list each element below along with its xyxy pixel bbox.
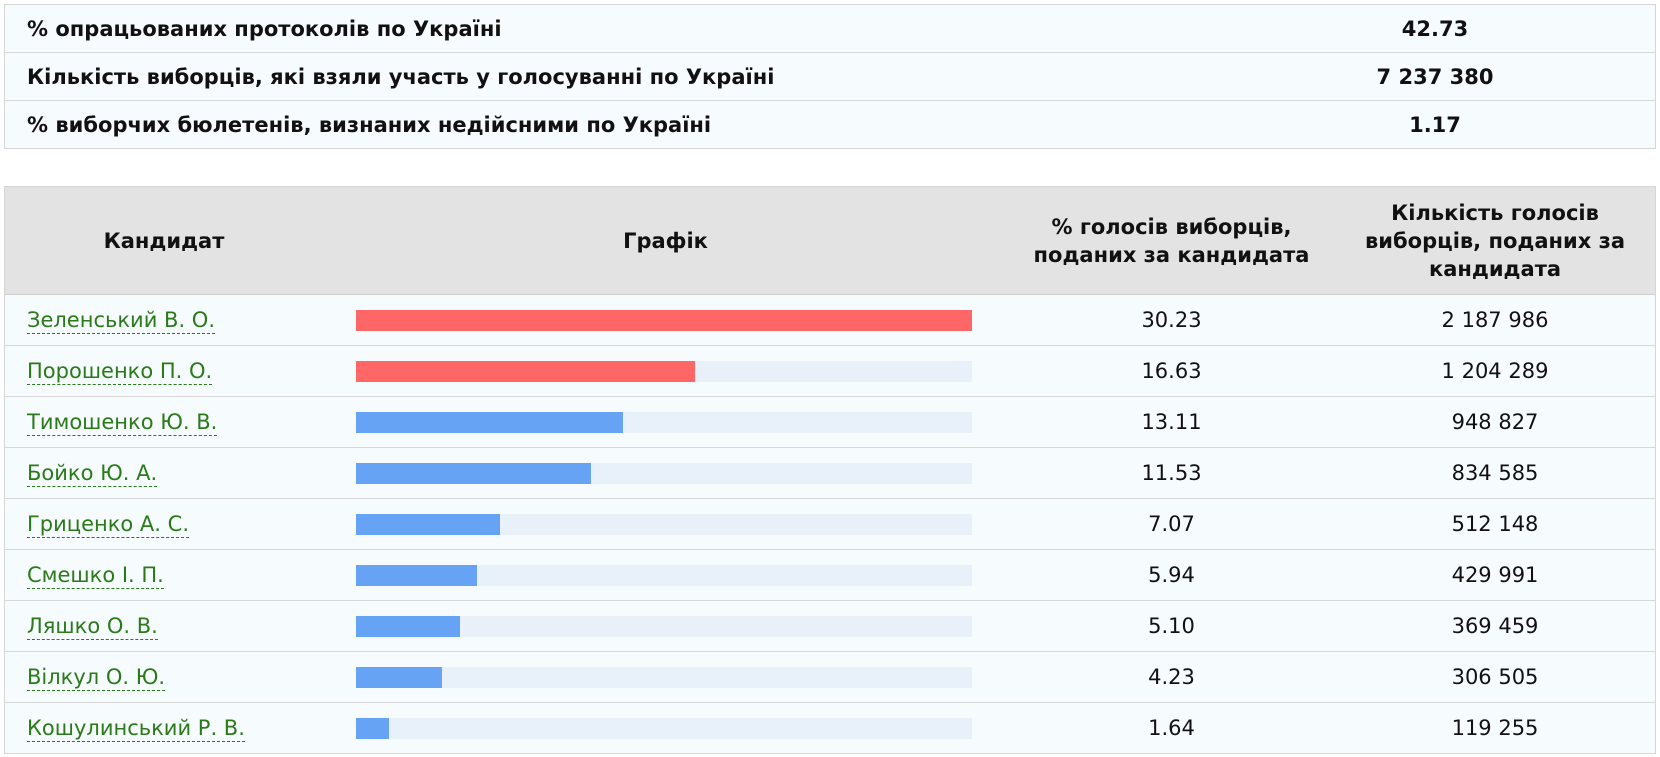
summary-label: % опрацьованих протоколів по Україні	[27, 16, 502, 41]
table-body: Зеленський В. О. 30.23 2 187 986 Порошенко …	[5, 295, 1655, 754]
candidate-link[interactable]: Смешко І. П.	[27, 563, 164, 589]
percent-cell: 13.11	[1141, 410, 1202, 434]
percent-cell: 5.94	[1148, 563, 1195, 587]
bar-track	[356, 411, 972, 433]
bar-track	[356, 717, 972, 739]
header-percent: % голосів виборців, поданих за кандидата	[1033, 214, 1310, 267]
table-row: Тимошенко Ю. В. 13.11 948 827	[5, 397, 1655, 448]
votes-cell: 1 204 289	[1441, 359, 1549, 383]
bar-track	[356, 666, 972, 688]
header-chart: Графік	[623, 228, 708, 253]
bar-track	[356, 309, 972, 331]
bar-fill	[356, 564, 478, 586]
bar-track	[356, 462, 972, 484]
candidate-link[interactable]: Вілкул О. Ю.	[27, 665, 166, 691]
candidate-link[interactable]: Порошенко П. О.	[27, 359, 213, 385]
summary-value: 42.73	[1401, 16, 1469, 41]
bar-fill	[356, 615, 460, 637]
votes-cell: 306 505	[1451, 665, 1539, 689]
bar-fill	[356, 309, 972, 331]
summary-row-protocols: % опрацьованих протоколів по Україні 42.…	[5, 5, 1655, 53]
votes-cell: 119 255	[1451, 716, 1539, 740]
chart-cell	[323, 652, 1008, 703]
candidate-cell: Бойко Ю. А.	[5, 461, 323, 487]
candidate-cell: Кошулинський Р. В.	[5, 716, 323, 742]
table-row: Ляшко О. В. 5.10 369 459	[5, 601, 1655, 652]
bar-fill	[356, 411, 624, 433]
candidate-cell: Гриценко А. С.	[5, 512, 323, 538]
votes-cell: 2 187 986	[1441, 308, 1549, 332]
chart-cell	[323, 295, 1008, 346]
summary-row-turnout: Кількість виборців, які взяли участь у г…	[5, 53, 1655, 101]
candidate-link[interactable]: Бойко Ю. А.	[27, 461, 158, 487]
votes-cell: 834 585	[1451, 461, 1539, 485]
summary-label: % виборчих бюлетенів, визнаних недійсним…	[27, 112, 712, 137]
table-row: Гриценко А. С. 7.07 512 148	[5, 499, 1655, 550]
votes-cell: 948 827	[1451, 410, 1539, 434]
chart-cell	[323, 499, 1008, 550]
candidate-link[interactable]: Гриценко А. С.	[27, 512, 189, 538]
table-row: Зеленський В. О. 30.23 2 187 986	[5, 295, 1655, 346]
table-header: Кандидат Графік % голосів виборців, пода…	[5, 187, 1655, 295]
header-votes: Кількість голосів виборців, поданих за к…	[1365, 200, 1625, 281]
candidate-cell: Зеленський В. О.	[5, 308, 323, 334]
table-row: Смешко І. П. 5.94 429 991	[5, 550, 1655, 601]
candidate-cell: Ляшко О. В.	[5, 614, 323, 640]
candidate-cell: Тимошенко Ю. В.	[5, 410, 323, 436]
chart-cell	[323, 448, 1008, 499]
votes-cell: 369 459	[1451, 614, 1539, 638]
bar-fill	[356, 513, 501, 535]
summary-value: 1.17	[1409, 112, 1461, 137]
percent-cell: 4.23	[1148, 665, 1195, 689]
table-row: Вілкул О. Ю. 4.23 306 505	[5, 652, 1655, 703]
candidate-link[interactable]: Кошулинський Р. В.	[27, 716, 245, 742]
summary-table: % опрацьованих протоколів по Україні 42.…	[4, 4, 1656, 149]
percent-cell: 30.23	[1141, 308, 1202, 332]
bar-fill	[356, 717, 390, 739]
bar-fill	[356, 666, 443, 688]
summary-row-invalid: % виборчих бюлетенів, визнаних недійсним…	[5, 101, 1655, 148]
candidate-link[interactable]: Зеленський В. О.	[27, 308, 215, 334]
bar-track	[356, 564, 972, 586]
table-row: Порошенко П. О. 16.63 1 204 289	[5, 346, 1655, 397]
chart-cell	[323, 346, 1008, 397]
header-candidate: Кандидат	[103, 228, 225, 253]
votes-cell: 429 991	[1451, 563, 1539, 587]
bar-track	[356, 513, 972, 535]
chart-cell	[323, 703, 1008, 754]
summary-label: Кількість виборців, які взяли участь у г…	[27, 64, 775, 89]
chart-cell	[323, 397, 1008, 448]
candidate-cell: Порошенко П. О.	[5, 359, 323, 385]
results-table: Кандидат Графік % голосів виборців, пода…	[4, 186, 1656, 754]
bar-fill	[356, 462, 591, 484]
percent-cell: 5.10	[1148, 614, 1195, 638]
bar-track	[356, 615, 972, 637]
percent-cell: 1.64	[1148, 716, 1195, 740]
bar-fill	[356, 360, 695, 382]
candidate-link[interactable]: Тимошенко Ю. В.	[27, 410, 218, 436]
percent-cell: 7.07	[1148, 512, 1195, 536]
summary-value: 7 237 380	[1376, 64, 1494, 89]
table-row: Бойко Ю. А. 11.53 834 585	[5, 448, 1655, 499]
table-row: Кошулинський Р. В. 1.64 119 255	[5, 703, 1655, 754]
candidate-cell: Вілкул О. Ю.	[5, 665, 323, 691]
candidate-cell: Смешко І. П.	[5, 563, 323, 589]
candidate-link[interactable]: Ляшко О. В.	[27, 614, 158, 640]
chart-cell	[323, 601, 1008, 652]
percent-cell: 16.63	[1141, 359, 1202, 383]
percent-cell: 11.53	[1141, 461, 1202, 485]
votes-cell: 512 148	[1451, 512, 1539, 536]
bar-track	[356, 360, 972, 382]
chart-cell	[323, 550, 1008, 601]
